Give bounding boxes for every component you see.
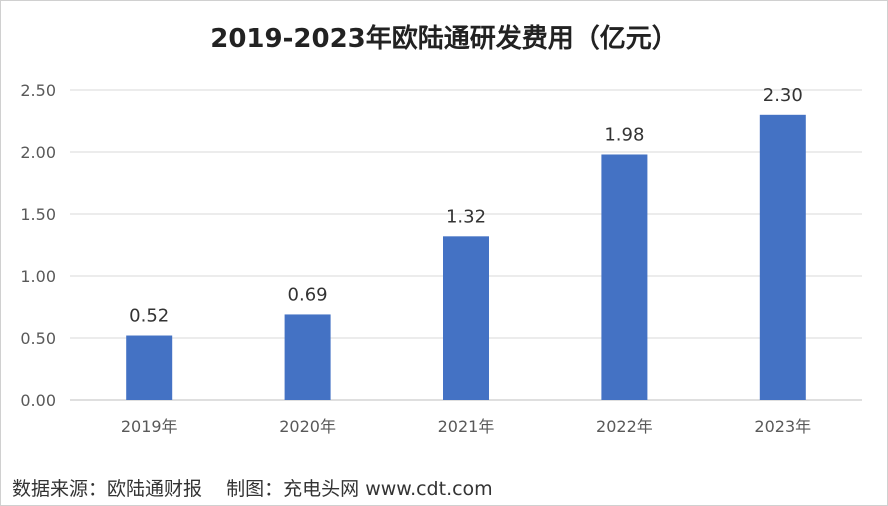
y-tick-label: 2.50: [20, 81, 56, 100]
y-tick-label: 2.00: [20, 143, 56, 162]
data-label: 0.52: [129, 306, 169, 327]
y-tick-label: 0.00: [20, 391, 56, 410]
bar: [126, 335, 173, 400]
x-tick-label: 2021年: [438, 417, 495, 436]
bars: [126, 114, 806, 401]
x-tick-label: 2020年: [279, 417, 336, 436]
bar: [284, 314, 331, 400]
source-footer: 数据来源：欧陆通财报 制图：充电头网 www.cdt.com: [12, 478, 493, 500]
x-tick-label: 2023年: [754, 417, 811, 436]
x-tick-label: 2019年: [121, 417, 178, 436]
bar: [759, 114, 806, 401]
chart-title: 2019-2023年欧陆通研发费用（亿元）: [210, 24, 678, 54]
bar: [601, 154, 648, 400]
y-axis-ticks: 0.00 0.50 1.00 1.50 2.00 2.50: [20, 81, 56, 410]
data-label: 2.30: [763, 85, 803, 106]
data-label: 1.98: [604, 124, 644, 145]
y-tick-label: 0.50: [20, 329, 56, 348]
y-tick-label: 1.00: [20, 267, 56, 286]
data-label: 0.69: [288, 284, 328, 305]
y-tick-label: 1.50: [20, 205, 56, 224]
data-label: 1.32: [446, 206, 486, 227]
x-axis-ticks: 2019年 2020年 2021年 2022年 2023年: [121, 417, 811, 436]
bar: [443, 236, 489, 400]
data-labels: 0.52 0.69 1.32 1.98 2.30: [129, 85, 803, 327]
x-tick-label: 2022年: [596, 417, 653, 436]
